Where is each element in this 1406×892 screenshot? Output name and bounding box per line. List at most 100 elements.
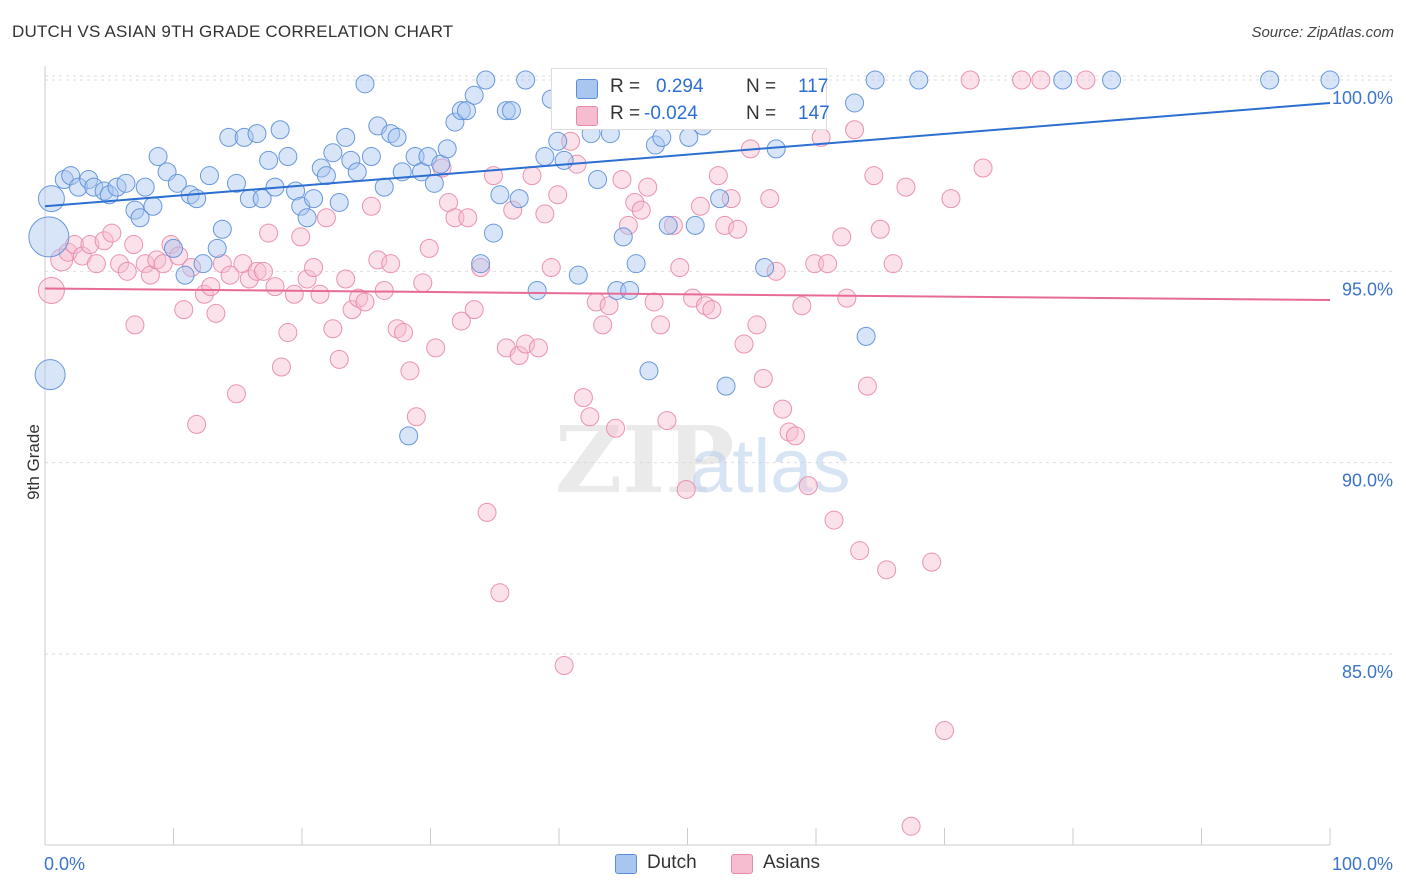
asian-point-110 xyxy=(760,189,780,209)
asian-point-96 xyxy=(670,258,690,278)
asian-point-48 xyxy=(361,196,381,216)
dutch-point-39 xyxy=(297,208,317,228)
asian-point-16 xyxy=(153,254,173,274)
dutch-point-110 xyxy=(865,70,885,90)
dutch-point-93 xyxy=(652,127,672,147)
asian-point-71 xyxy=(509,346,529,366)
trend-lines xyxy=(44,101,1331,302)
r-label: R = xyxy=(610,103,641,124)
asian-point-25 xyxy=(212,254,232,274)
asian-point-87 xyxy=(612,169,632,189)
dutch-point-89 xyxy=(626,254,646,274)
asian-point-91 xyxy=(638,177,658,197)
dutch-point-108 xyxy=(845,93,865,113)
y-tick-labels: 85.0% 90.0% 95.0% 100.0% xyxy=(1332,88,1393,682)
asian-point-93 xyxy=(651,315,671,335)
asian-point-53 xyxy=(394,323,414,343)
dutch-point-11 xyxy=(116,173,136,193)
dutch-point-83 xyxy=(588,169,608,189)
asian-point-111 xyxy=(766,261,786,281)
asians-r-value: -0.024 xyxy=(644,103,698,124)
dutch-point-0 xyxy=(37,185,65,213)
asian-point-63 xyxy=(458,208,478,228)
y-tick-label-95: 95.0% xyxy=(1342,279,1393,299)
dutch-legend-swatch xyxy=(615,854,637,874)
dutch-point-46 xyxy=(341,150,361,170)
dutch-point-91 xyxy=(639,361,659,381)
dutch-point-87 xyxy=(613,227,633,247)
dutch-r-value: 0.294 xyxy=(656,76,704,97)
asian-point-42 xyxy=(323,319,343,339)
dutch-point-75 xyxy=(535,147,555,167)
asian-point-38 xyxy=(297,269,317,289)
asian-point-47 xyxy=(355,292,375,312)
asian-point-125 xyxy=(857,376,877,396)
asian-point-5 xyxy=(80,235,100,255)
axes xyxy=(44,66,1331,846)
asian-point-49 xyxy=(368,250,388,270)
dutch-point-27 xyxy=(219,127,239,147)
asian-point-129 xyxy=(883,254,903,274)
asian-point-114 xyxy=(785,426,805,446)
dutch-point-72 xyxy=(509,189,529,209)
asian-point-131 xyxy=(901,816,921,836)
dutch-point-42 xyxy=(316,166,336,186)
asians-swatch xyxy=(576,106,598,126)
y-tick-label-100: 100.0% xyxy=(1332,88,1393,108)
asian-point-23 xyxy=(201,277,221,297)
dutch-legend-label: Dutch xyxy=(647,852,697,873)
dutch-point-44 xyxy=(329,192,349,212)
dutch-point-36 xyxy=(278,147,298,167)
asian-point-68 xyxy=(490,583,510,603)
asian-point-73 xyxy=(522,166,542,186)
dutch-point-69 xyxy=(490,185,510,205)
dutch-point-67 xyxy=(476,70,496,90)
asian-point-62 xyxy=(451,311,471,331)
x-tick-label-min: 0.0% xyxy=(44,854,85,874)
asian-point-75 xyxy=(535,204,555,224)
asian-point-27 xyxy=(226,384,246,404)
dutch-point-77 xyxy=(548,131,568,151)
dutch-point-7 xyxy=(84,177,104,197)
dutch-point-33 xyxy=(259,150,279,170)
asian-point-10 xyxy=(117,261,137,281)
asian-point-33 xyxy=(265,277,285,297)
watermark: ZIP atlas xyxy=(555,406,851,514)
asian-point-116 xyxy=(798,476,818,496)
dutch-point-16 xyxy=(148,147,168,167)
asian-point-0 xyxy=(37,276,65,304)
asian-point-95 xyxy=(663,215,683,235)
dutch-point-71 xyxy=(501,101,521,121)
dutch-point-97 xyxy=(685,215,705,235)
dutch-point-73 xyxy=(516,70,536,90)
asian-point-50 xyxy=(374,280,394,300)
series-dutch xyxy=(28,70,1340,446)
dutch-point-109 xyxy=(856,326,876,346)
asian-point-26 xyxy=(220,265,240,285)
asian-point-126 xyxy=(864,166,884,186)
asian-point-127 xyxy=(870,219,890,239)
dutch-point-31 xyxy=(247,124,267,144)
x-tick-labels: 0.0% 100.0% xyxy=(44,854,1393,874)
asian-point-115 xyxy=(792,296,812,316)
asian-point-136 xyxy=(973,158,993,178)
dutch-point-1 xyxy=(34,359,66,391)
asian-point-30 xyxy=(247,261,267,281)
dutch-point-74 xyxy=(527,280,547,300)
source-credit: Source: ZipAtlas.com xyxy=(1251,24,1394,41)
dutch-point-9 xyxy=(99,185,119,205)
asian-point-124 xyxy=(850,541,870,561)
dutch-point-113 xyxy=(1102,70,1122,90)
asians-legend-swatch xyxy=(731,854,753,874)
asian-point-128 xyxy=(877,560,897,580)
dutch-point-62 xyxy=(445,112,465,132)
asian-point-44 xyxy=(336,269,356,289)
stats-legend: R = 0.294 N = 117 R = -0.024 N = 147 xyxy=(551,68,830,130)
asian-point-58 xyxy=(426,338,446,358)
dutch-point-70 xyxy=(496,101,516,121)
asian-point-122 xyxy=(837,288,857,308)
dutch-point-94 xyxy=(658,215,678,235)
asian-point-55 xyxy=(406,407,426,427)
asian-point-54 xyxy=(400,361,420,381)
